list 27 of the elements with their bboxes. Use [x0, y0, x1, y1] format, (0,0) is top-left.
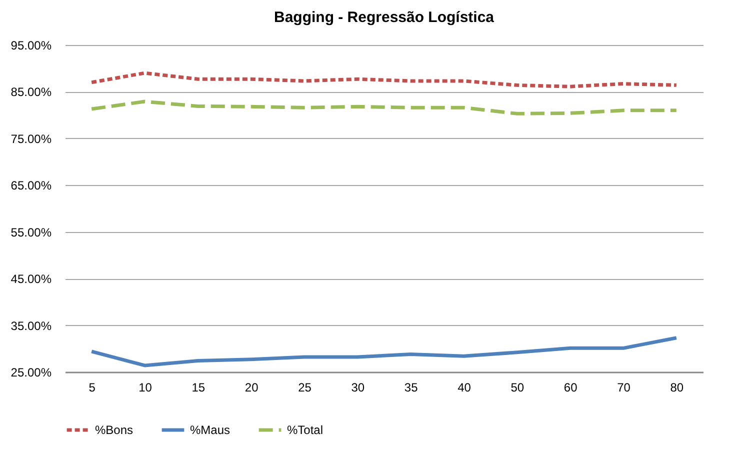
line-series — [90, 336, 678, 368]
x-tick-label: 20 — [244, 380, 259, 394]
x-tick-label: 35 — [404, 380, 418, 394]
y-tick-label: 95.00% — [10, 38, 52, 52]
x-tick-label: 10 — [138, 380, 152, 394]
y-tick-label: 55.00% — [10, 225, 52, 240]
x-tick-label: 25 — [298, 380, 312, 394]
y-tick-label: 75.00% — [10, 132, 52, 146]
x-tick-label: 80 — [670, 380, 684, 394]
y-tick-label: 85.00% — [10, 85, 52, 100]
legend-label: %Bons — [95, 423, 134, 437]
x-tick-label: 40 — [458, 380, 472, 394]
y-tick-label: 35.00% — [10, 318, 52, 333]
x-tick-label: 70 — [617, 380, 631, 394]
chart-title: Bagging - Regressão Logística — [274, 9, 495, 26]
x-tick-label: 60 — [564, 380, 578, 394]
x-tick-label: 30 — [351, 380, 365, 394]
y-tick-label: 25.00% — [10, 366, 52, 380]
line-series — [90, 100, 678, 116]
y-tick-label: 65.00% — [10, 178, 52, 193]
x-tick-label: 15 — [192, 380, 206, 394]
line-series — [90, 71, 678, 88]
y-tick-label: 45.00% — [10, 272, 52, 286]
legend-label: %Total — [287, 423, 324, 437]
x-tick-label: 5 — [88, 380, 96, 394]
legend-label: %Maus — [190, 423, 230, 437]
x-tick-label: 50 — [510, 380, 524, 394]
